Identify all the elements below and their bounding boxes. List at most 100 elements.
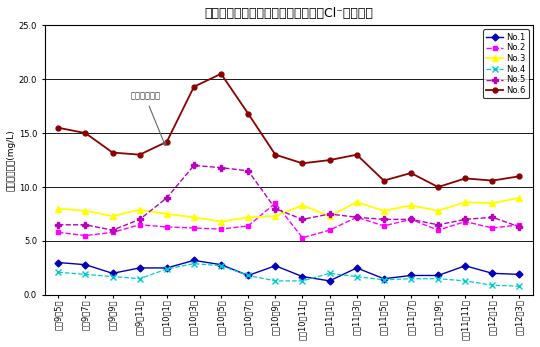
No.3 xyxy=(489,201,496,205)
No.3 xyxy=(245,215,252,219)
No.1 xyxy=(435,273,441,278)
No.6 xyxy=(435,185,441,189)
No.1 xyxy=(218,263,224,267)
No.5 xyxy=(462,217,469,221)
No.5 xyxy=(381,217,387,221)
No.5 xyxy=(408,217,414,221)
No.2 xyxy=(462,219,469,223)
No.4 xyxy=(218,264,224,268)
No.2 xyxy=(137,223,143,227)
No.4 xyxy=(516,284,523,288)
No.1 xyxy=(137,266,143,270)
No.2 xyxy=(55,230,62,235)
No.1 xyxy=(326,279,333,283)
Line: No.1: No.1 xyxy=(56,258,522,283)
No.2 xyxy=(516,223,523,227)
No.4 xyxy=(245,273,252,278)
No.6 xyxy=(109,151,116,155)
No.1 xyxy=(191,258,197,262)
No.3 xyxy=(299,203,306,208)
No.4 xyxy=(137,277,143,281)
No.4 xyxy=(299,279,306,283)
No.1 xyxy=(164,266,170,270)
No.4 xyxy=(408,277,414,281)
No.2 xyxy=(191,226,197,230)
No.2 xyxy=(82,234,89,238)
No.6 xyxy=(164,140,170,144)
No.2 xyxy=(381,224,387,228)
No.3 xyxy=(381,209,387,213)
No.5 xyxy=(164,196,170,200)
No.6 xyxy=(326,158,333,162)
No.6 xyxy=(516,174,523,178)
No.5 xyxy=(82,223,89,227)
No.1 xyxy=(299,274,306,279)
No.6 xyxy=(489,178,496,183)
No.4 xyxy=(109,274,116,279)
No.3 xyxy=(137,208,143,212)
Line: No.4: No.4 xyxy=(55,260,523,290)
No.4 xyxy=(164,267,170,271)
No.3 xyxy=(462,200,469,204)
No.4 xyxy=(354,274,360,279)
No.4 xyxy=(272,279,279,283)
No.1 xyxy=(489,271,496,276)
No.3 xyxy=(109,214,116,218)
No.1 xyxy=(245,273,252,278)
No.6 xyxy=(137,153,143,157)
No.3 xyxy=(354,200,360,204)
Title: 二ツ塚処分場内モニタリング井戸のCl⁻濃度推移: 二ツ塚処分場内モニタリング井戸のCl⁻濃度推移 xyxy=(205,7,373,20)
No.2 xyxy=(245,224,252,228)
No.1 xyxy=(82,263,89,267)
No.3 xyxy=(435,209,441,213)
Legend: No.1, No.2, No.3, No.4, No.5, No.6: No.1, No.2, No.3, No.4, No.5, No.6 xyxy=(483,29,529,99)
No.4 xyxy=(191,262,197,266)
No.3 xyxy=(516,196,523,200)
No.6 xyxy=(272,153,279,157)
No.4 xyxy=(435,277,441,281)
No.5 xyxy=(326,212,333,216)
No.1 xyxy=(408,273,414,278)
No.1 xyxy=(55,261,62,265)
No.3 xyxy=(326,214,333,218)
No.1 xyxy=(109,271,116,276)
No.2 xyxy=(354,215,360,219)
No.1 xyxy=(354,266,360,270)
No.6 xyxy=(299,161,306,166)
No.1 xyxy=(516,272,523,277)
No.6 xyxy=(354,153,360,157)
No.6 xyxy=(408,171,414,175)
No.3 xyxy=(82,209,89,213)
No.5 xyxy=(354,215,360,219)
No.5 xyxy=(137,217,143,221)
No.6 xyxy=(191,85,197,89)
No.2 xyxy=(435,228,441,232)
No.2 xyxy=(109,230,116,235)
No.4 xyxy=(489,283,496,287)
No.2 xyxy=(299,236,306,240)
No.6 xyxy=(245,112,252,116)
No.5 xyxy=(299,217,306,221)
No.2 xyxy=(408,217,414,221)
No.5 xyxy=(516,225,523,229)
No.1 xyxy=(381,277,387,281)
No.3 xyxy=(191,215,197,219)
No.5 xyxy=(435,223,441,227)
Line: No.6: No.6 xyxy=(56,71,522,189)
No.2 xyxy=(489,226,496,230)
No.5 xyxy=(272,206,279,211)
No.5 xyxy=(489,215,496,219)
No.2 xyxy=(272,201,279,205)
No.6 xyxy=(82,131,89,135)
No.5 xyxy=(55,223,62,227)
No.4 xyxy=(82,272,89,277)
Line: No.5: No.5 xyxy=(55,162,523,234)
No.2 xyxy=(218,227,224,231)
No.4 xyxy=(55,270,62,274)
No.5 xyxy=(218,166,224,170)
No.3 xyxy=(408,203,414,208)
No.3 xyxy=(272,214,279,218)
No.2 xyxy=(326,228,333,232)
No.3 xyxy=(164,212,170,216)
No.6 xyxy=(462,176,469,180)
